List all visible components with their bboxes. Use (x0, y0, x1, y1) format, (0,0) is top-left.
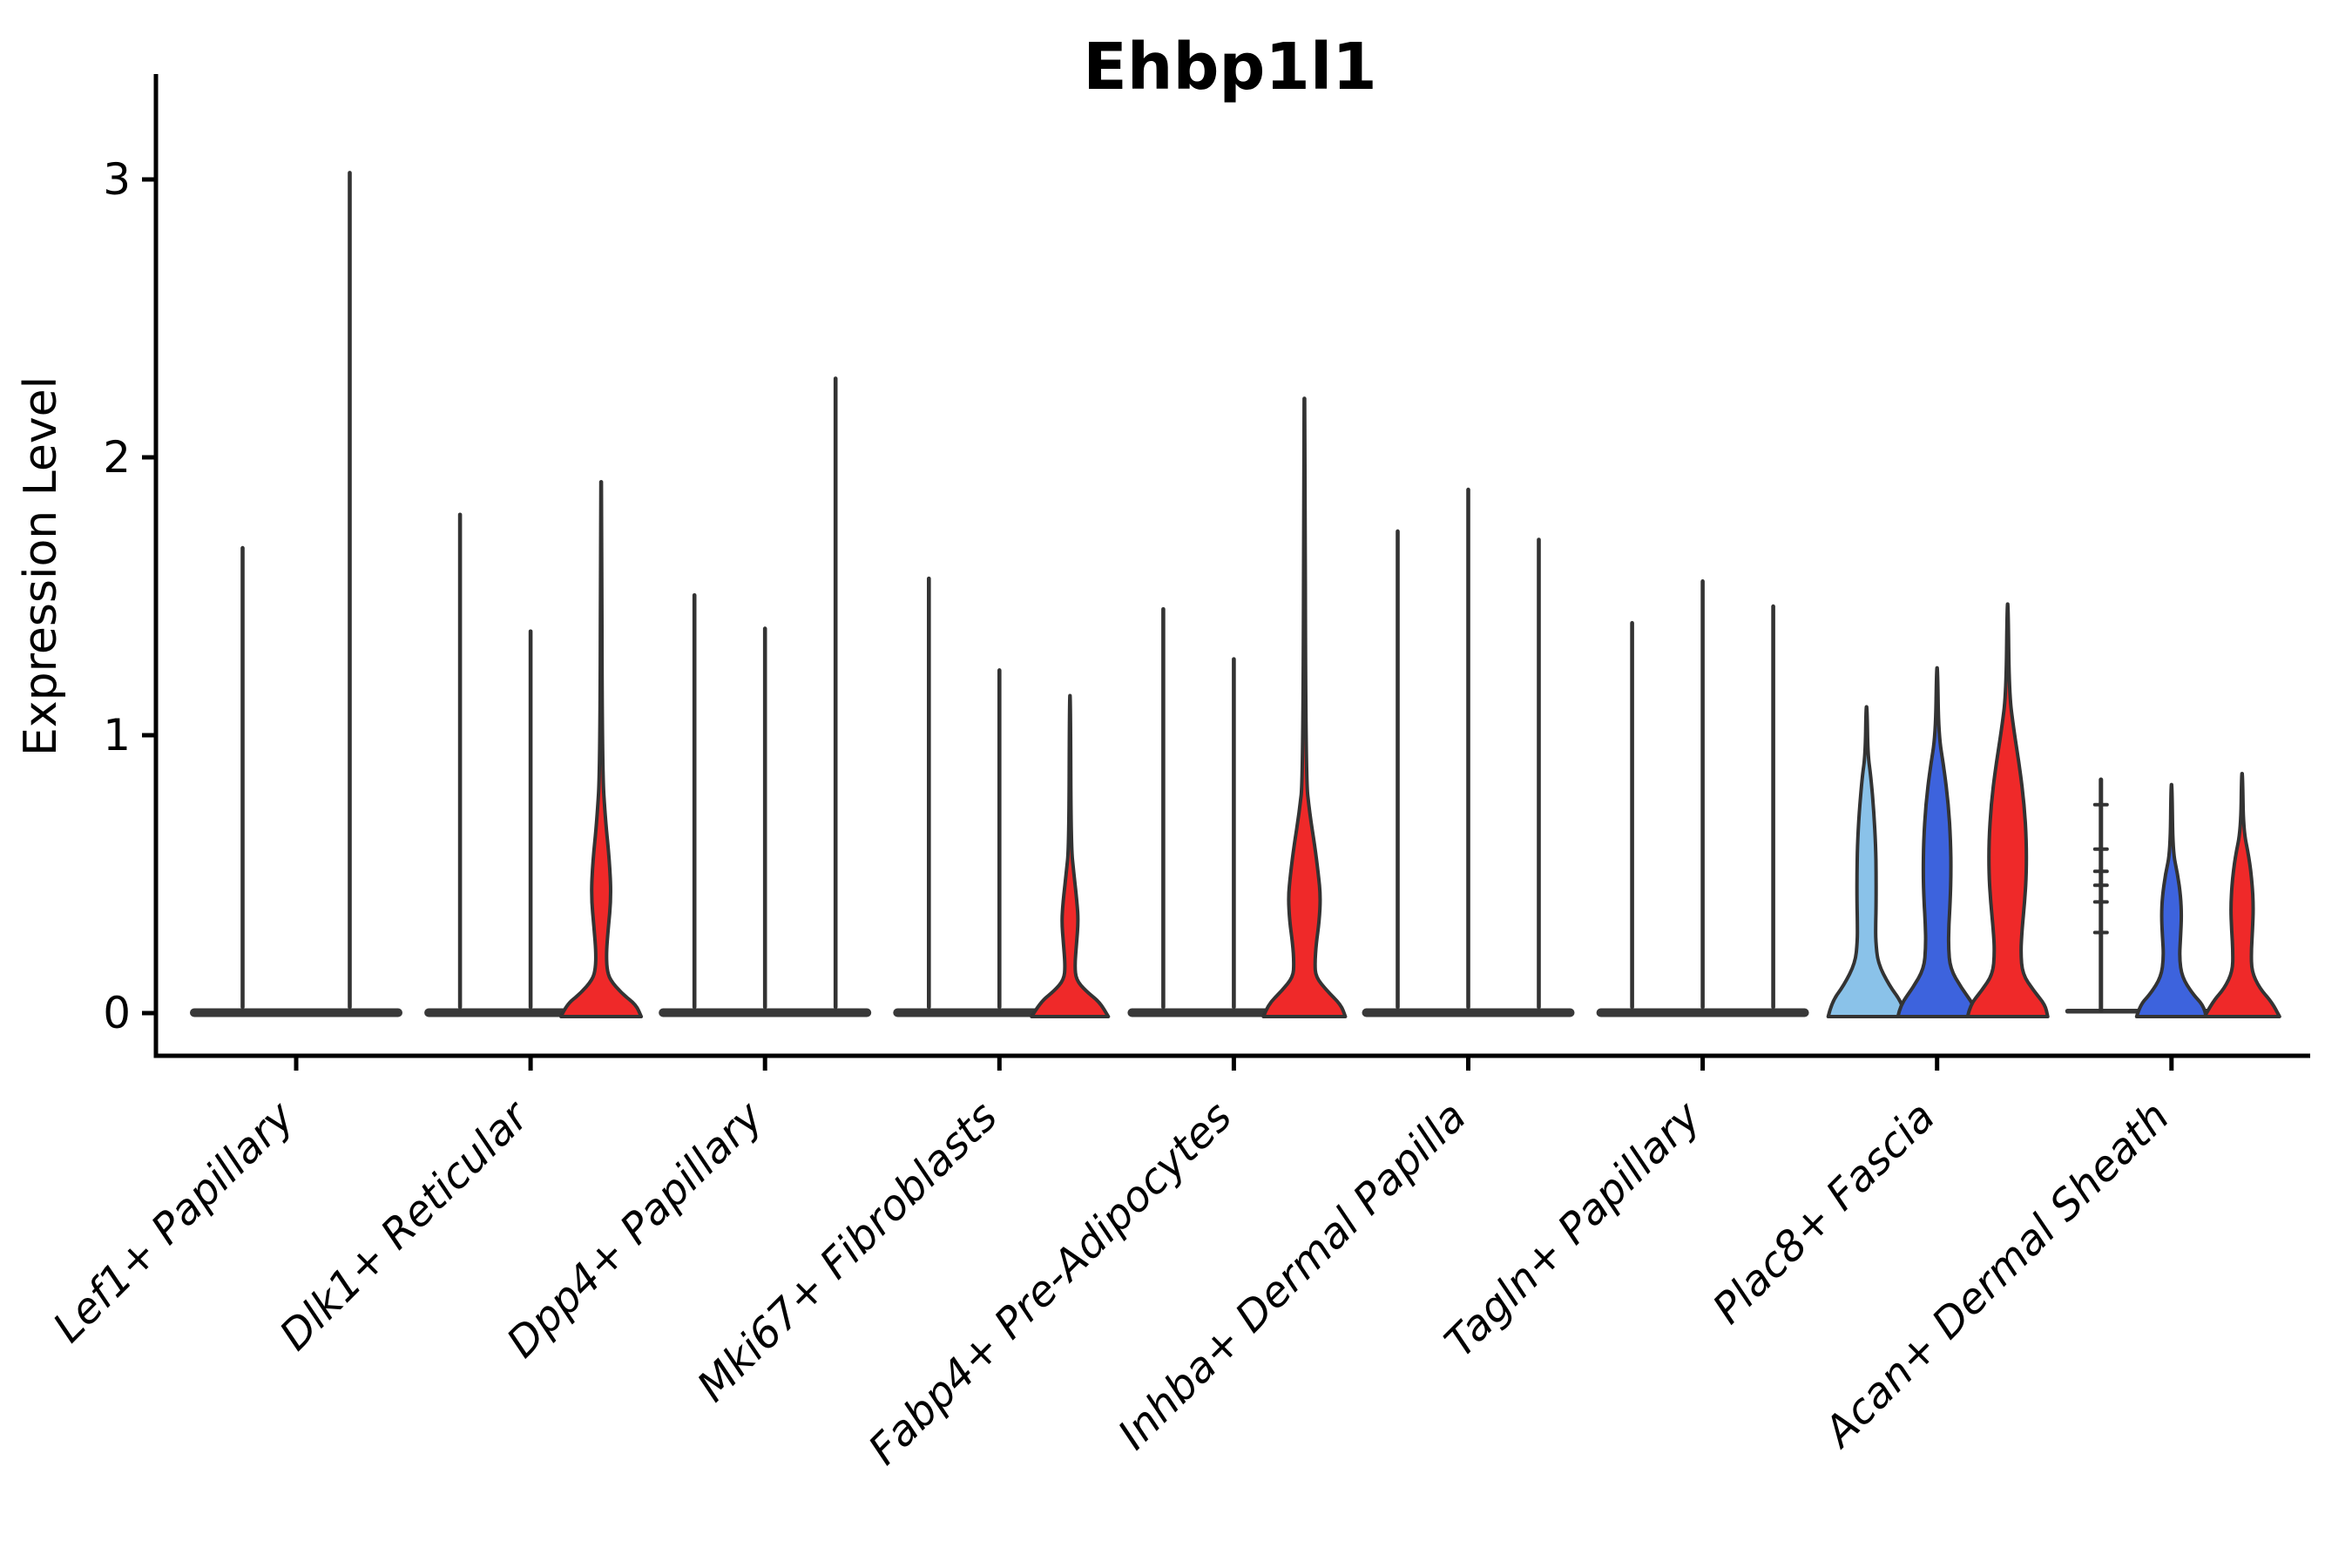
violin (1826, 705, 1907, 1018)
violin-group (1396, 487, 1541, 1010)
violin (1030, 693, 1111, 1018)
violin-group (692, 376, 838, 1010)
violin-baseline (1362, 1008, 1575, 1017)
x-tick-label: Lef1+ Papillary (44, 1092, 304, 1352)
violin (2202, 771, 2281, 1018)
y-tick-label: 3 (103, 154, 131, 205)
y-tick-label: 0 (103, 988, 131, 1038)
y-axis-label: Expression Level (15, 376, 67, 756)
violin (1896, 666, 1978, 1018)
violin-groups (240, 171, 2281, 1018)
violin-baseline (659, 1008, 872, 1017)
violin (1261, 396, 1348, 1018)
violin-group (240, 171, 352, 1010)
violin-group (1630, 579, 1775, 1010)
violin-group (927, 576, 1111, 1018)
violin-baseline (190, 1008, 402, 1017)
x-tick-label: Tagln+ Papillary (1436, 1092, 1711, 1367)
violin (1965, 602, 2050, 1018)
violin-group (1826, 602, 2050, 1018)
x-tick-label: Dpp4+ Papillary (497, 1092, 773, 1367)
violin-group (457, 479, 644, 1018)
violin-baseline (1596, 1008, 1809, 1017)
x-tick-label: Dlk1+ Reticular (270, 1091, 540, 1361)
violin-group (1161, 396, 1348, 1018)
plot-title: Ehbp1l1 (1083, 30, 1377, 105)
y-tick-label: 1 (103, 710, 131, 760)
violin (559, 479, 644, 1018)
x-tick-label: Plac8+ Fascia (1704, 1092, 1945, 1334)
violin-group (2092, 771, 2281, 1018)
y-tick-label: 2 (103, 432, 131, 483)
violin (2134, 782, 2208, 1018)
